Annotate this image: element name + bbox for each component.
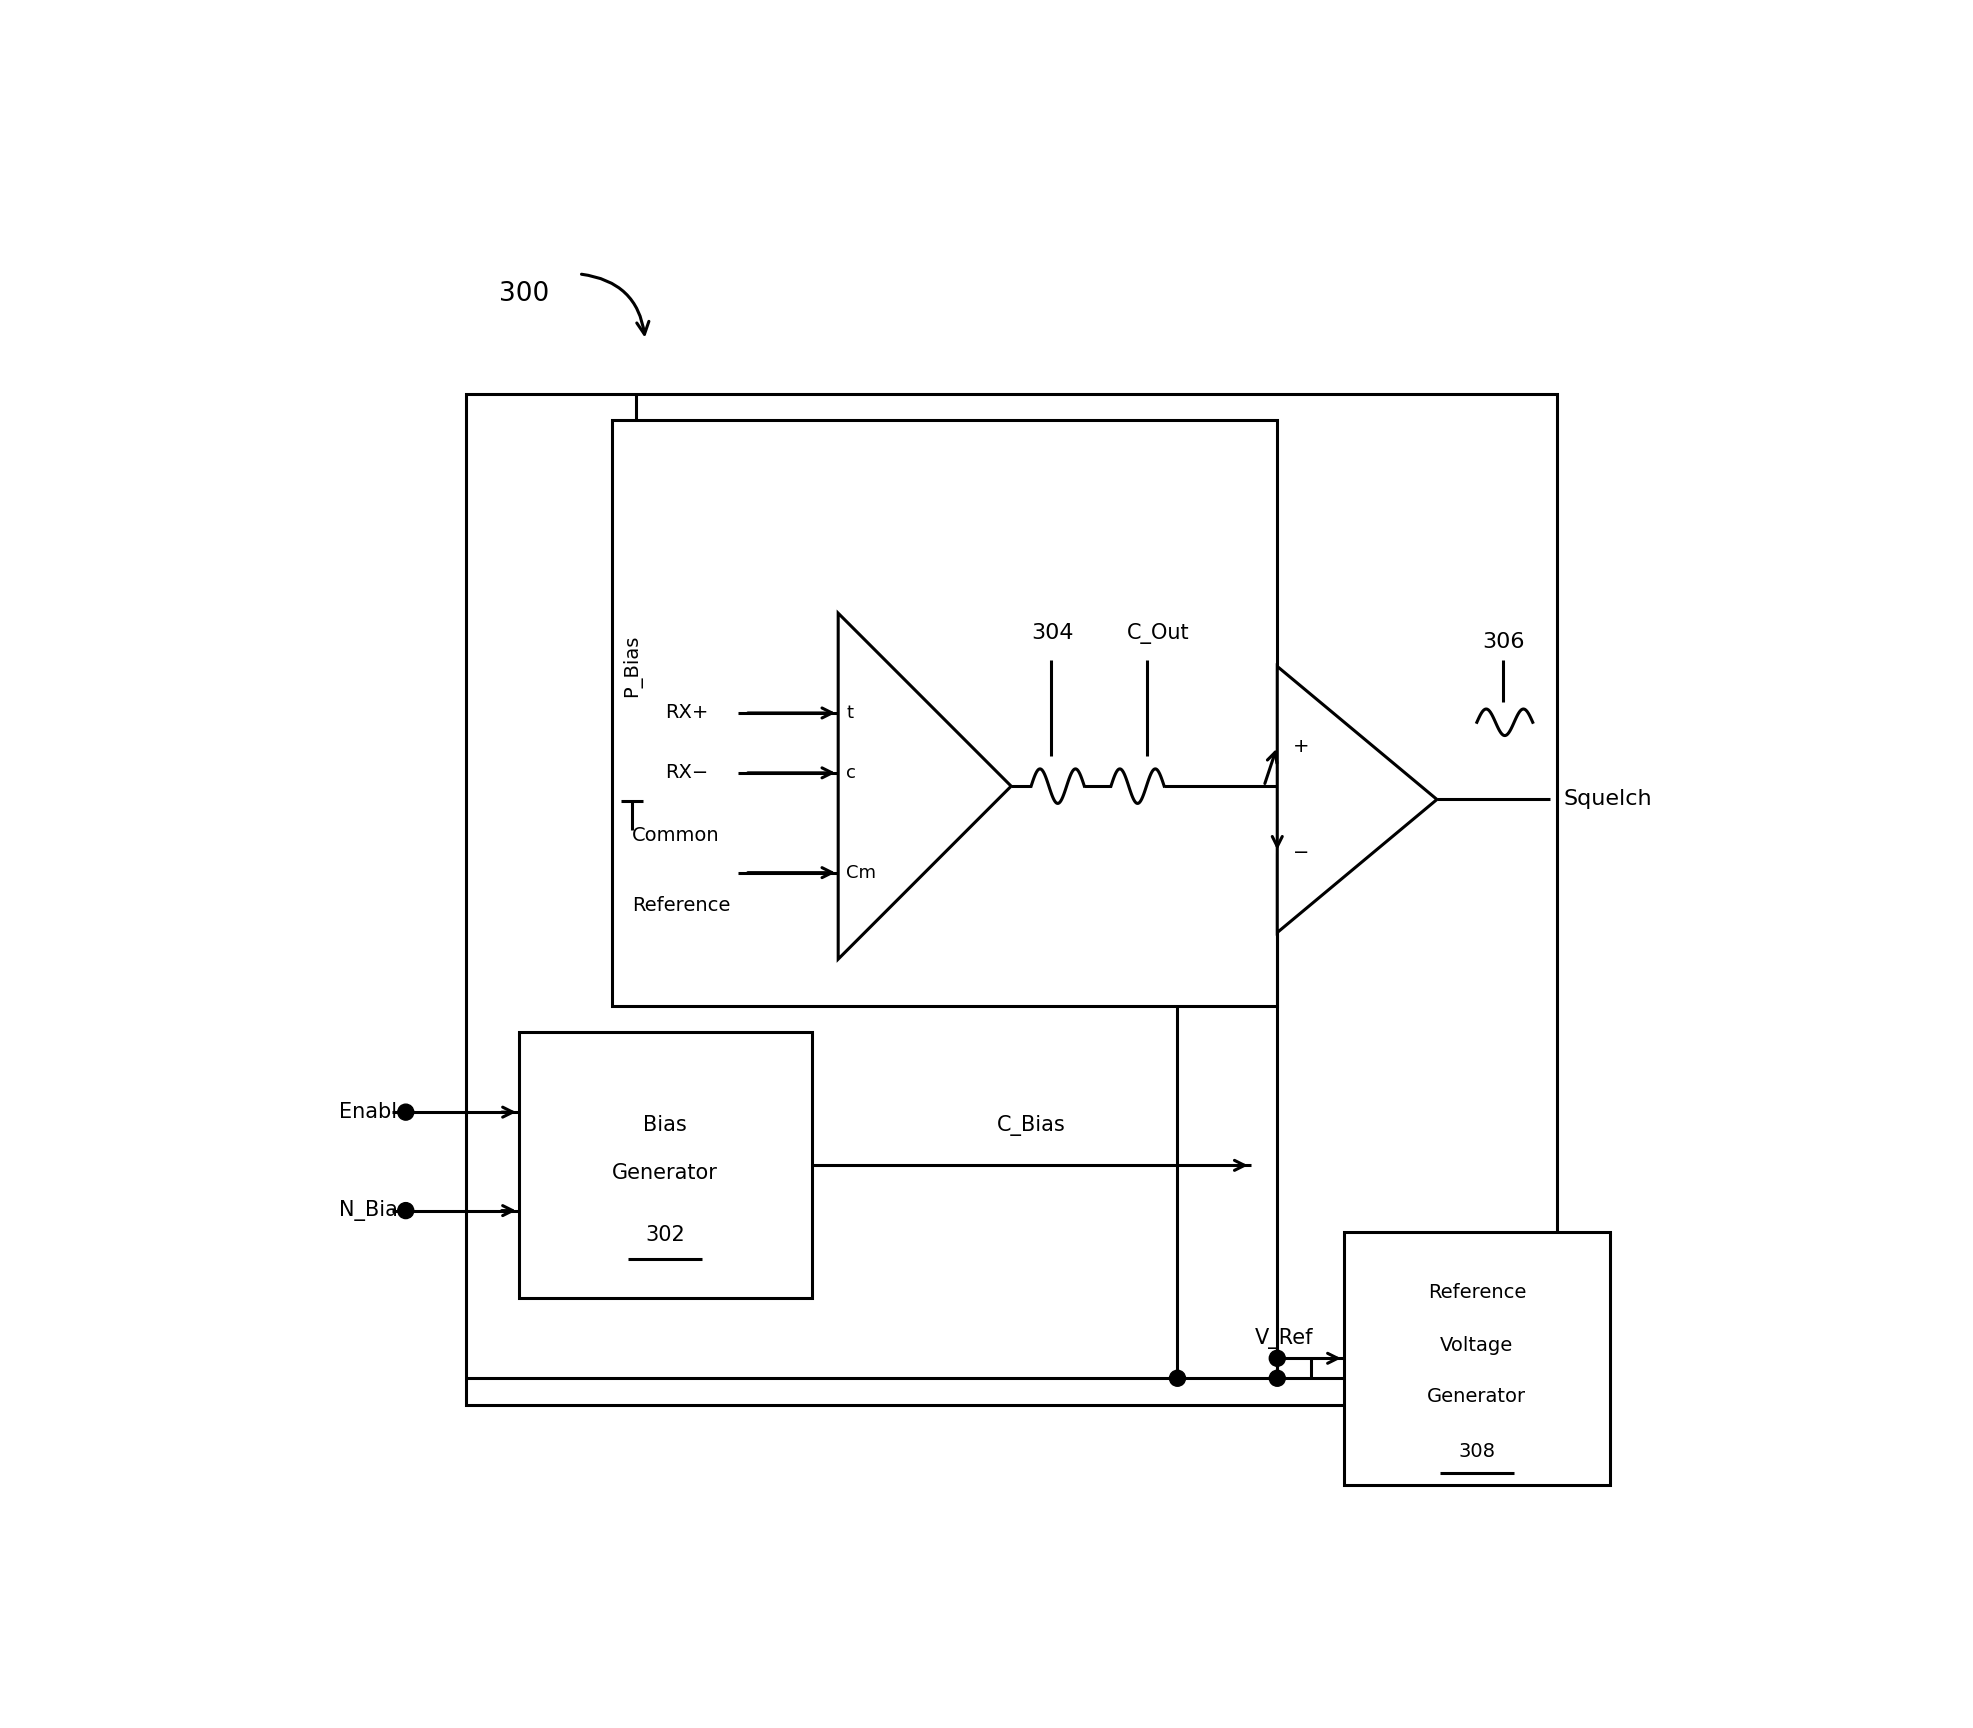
Text: C_Out: C_Out bbox=[1127, 622, 1190, 643]
Text: RX+: RX+ bbox=[665, 703, 708, 722]
Text: 304: 304 bbox=[1032, 624, 1073, 643]
Circle shape bbox=[1269, 1370, 1284, 1386]
Text: c: c bbox=[846, 764, 856, 781]
Text: Cm: Cm bbox=[846, 864, 876, 881]
Text: +: + bbox=[1292, 736, 1310, 755]
Circle shape bbox=[1170, 1370, 1186, 1386]
Text: Voltage: Voltage bbox=[1440, 1336, 1513, 1355]
Text: −: − bbox=[1292, 843, 1310, 862]
Circle shape bbox=[1269, 1350, 1284, 1367]
Bar bbox=[612, 420, 1277, 1006]
Circle shape bbox=[399, 1203, 414, 1218]
Text: 306: 306 bbox=[1482, 632, 1525, 653]
Bar bbox=[519, 1032, 811, 1298]
Bar bbox=[1344, 1232, 1610, 1484]
Polygon shape bbox=[1277, 667, 1436, 933]
Text: V_Ref: V_Ref bbox=[1255, 1329, 1314, 1350]
Text: Common: Common bbox=[631, 826, 720, 845]
Text: RX−: RX− bbox=[665, 764, 708, 783]
FancyArrowPatch shape bbox=[582, 275, 649, 334]
Text: 308: 308 bbox=[1458, 1443, 1496, 1462]
Text: 300: 300 bbox=[499, 282, 548, 308]
Text: P_Bias: P_Bias bbox=[621, 634, 641, 698]
Text: N_Bias: N_Bias bbox=[339, 1201, 408, 1222]
Text: Reference: Reference bbox=[631, 897, 730, 916]
Circle shape bbox=[399, 1104, 414, 1120]
Text: Generator: Generator bbox=[612, 1163, 718, 1184]
Text: Enable: Enable bbox=[339, 1102, 410, 1121]
Text: 302: 302 bbox=[645, 1225, 685, 1244]
Text: t: t bbox=[846, 703, 852, 722]
Bar bbox=[466, 394, 1557, 1405]
Text: Generator: Generator bbox=[1426, 1386, 1527, 1405]
Text: Reference: Reference bbox=[1428, 1284, 1525, 1303]
Text: C_Bias: C_Bias bbox=[996, 1115, 1065, 1135]
Text: Squelch: Squelch bbox=[1563, 790, 1651, 809]
Polygon shape bbox=[839, 613, 1010, 959]
Text: Bias: Bias bbox=[643, 1116, 687, 1135]
